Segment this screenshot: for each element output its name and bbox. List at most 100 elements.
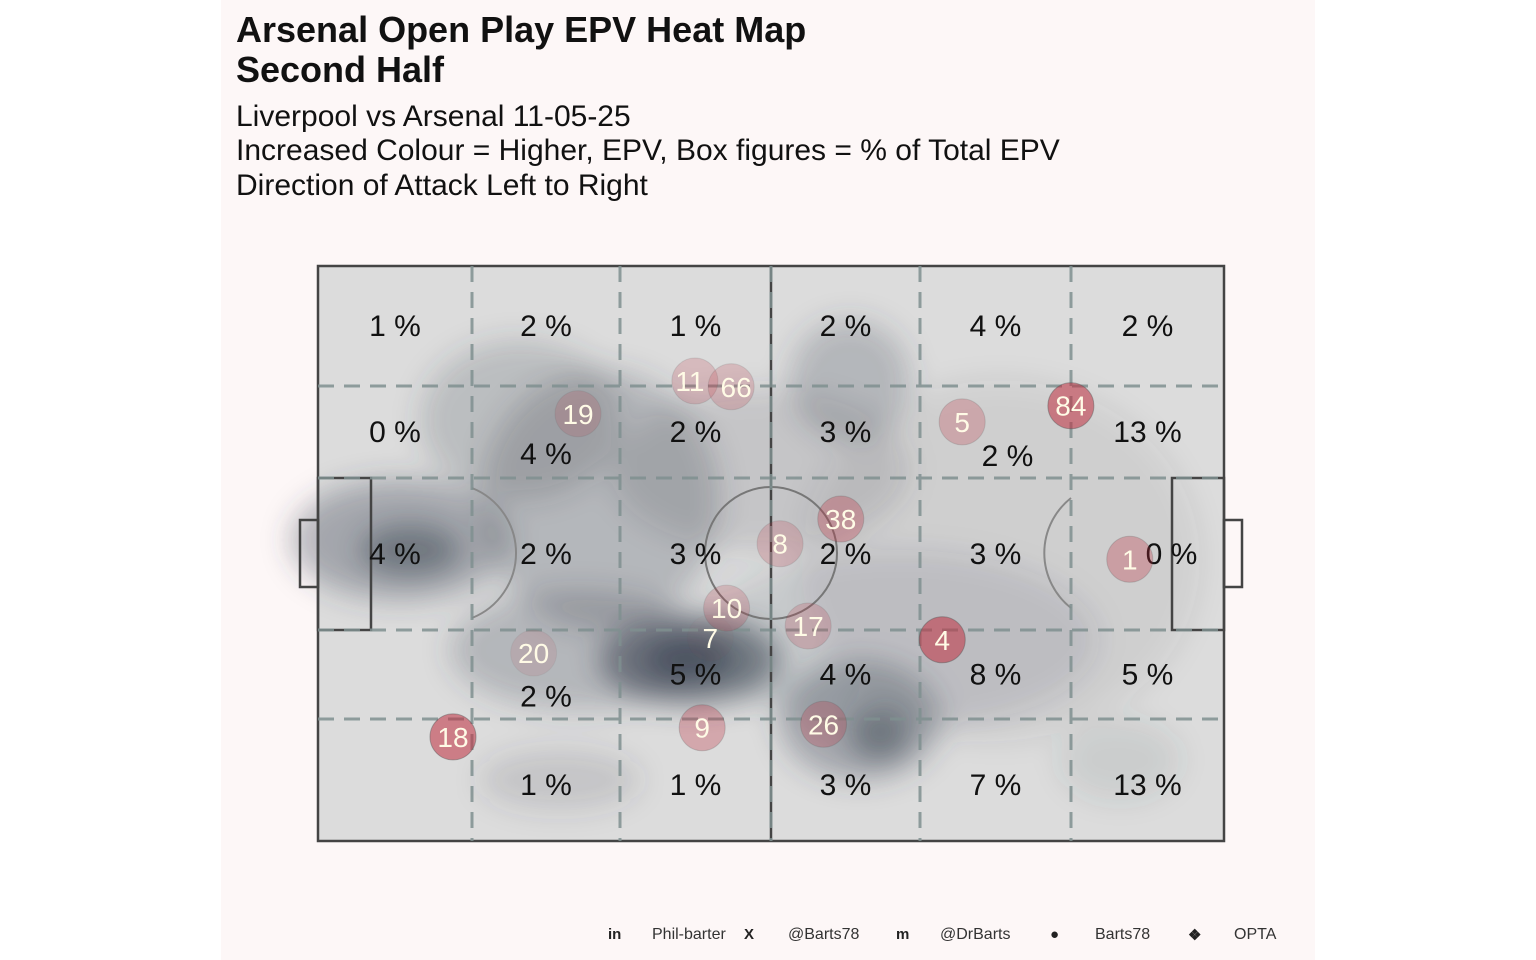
zone-label: 3 % [820,769,872,802]
player-circle [800,700,848,748]
player-number: 7 [703,623,719,654]
zone-label: 4 % [970,310,1022,343]
zone-label: 2 % [670,416,722,449]
zone-label: 1 % [670,310,722,343]
player-circle [817,495,865,543]
heat-blob [480,750,640,810]
player-circle [756,520,804,568]
player-circle [510,629,558,677]
zone-label: 2 % [520,681,572,714]
zone-label: 1 % [520,769,572,802]
player-bubble-26: 26 [800,700,848,748]
footer-label: Phil-barter [652,926,726,943]
github-icon: ● [1050,926,1060,943]
player-circle [938,398,986,446]
heat-blob [420,340,620,500]
player-bubble-4: 4 [918,616,966,664]
heat-contours [290,320,1200,810]
zone-labels: 1 % 2 % 1 % 2 % 4 % 2 %0 %4 %2 % 3 %2 %13 %4 %… [369,310,1197,802]
zone-label: 3 % [820,416,872,449]
player-bubbles: 84 18 4 5 11 66 19 38 8 1 10 17 7 20 9 26 [429,357,1154,761]
player-bubble-19: 19 [554,390,602,438]
zone-label: 2 % [520,538,572,571]
zone-label: 2 % [1122,310,1174,343]
player-number: 10 [711,593,742,624]
player-number: 66 [721,372,752,403]
player-bubble-9: 9 [678,704,726,752]
player-circle [707,363,755,411]
player-number: 38 [825,504,856,535]
heat-blob [360,525,460,575]
player-circle [703,584,751,632]
player-number: 11 [675,366,704,397]
linkedin-icon: in [608,926,622,943]
zone-label: 2 % [820,538,872,571]
zone-label: 0 % [1146,538,1198,571]
heat-blob [800,380,1200,740]
zone-label: 7 % [970,769,1022,802]
player-number: 9 [694,713,710,744]
mastodon-icon: m [896,926,910,943]
zone-label: 1 % [670,769,722,802]
zone-label: 2 % [982,440,1034,473]
footer-label: @DrBarts [940,926,1011,943]
zone-label: 8 % [970,659,1022,692]
player-circle [554,390,602,438]
subtitle-legend: Increased Colour = Higher, EPV, Box figu… [236,134,1060,167]
chart-title: Arsenal Open Play EPV Heat Map [236,9,807,50]
x-twitter-icon: X [744,926,755,943]
player-bubble-7: 7 [703,623,719,654]
subtitle-direction: Direction of Attack Left to Right [236,169,648,202]
player-circle [678,704,726,752]
player-number: 5 [954,407,970,438]
zone-label: 2 % [820,310,872,343]
zone-label: 5 % [670,659,722,692]
player-bubble-18: 18 [429,713,477,761]
player-bubble-84: 84 [1047,382,1095,430]
footer-label: @Barts78 [788,926,860,943]
heat-blob [1060,720,1180,800]
player-circle [1047,382,1095,430]
zone-label: 13 % [1113,416,1181,449]
player-bubble-10: 10 [703,584,751,632]
player-bubble-5: 5 [938,398,986,446]
player-bubble-17: 17 [784,602,832,650]
zone-label: 4 % [820,659,872,692]
subtitle-match: Liverpool vs Arsenal 11-05-25 [236,100,631,133]
player-number: 19 [562,399,593,430]
player-bubble-8: 8 [756,520,804,568]
zone-label: 3 % [970,538,1022,571]
zone-label: 2 % [520,310,572,343]
player-bubble-66: 66 [707,363,755,411]
zone-label: 3 % [670,538,722,571]
footer-label: Barts78 [1095,926,1151,943]
player-number: 4 [934,625,950,656]
player-bubble-38: 38 [817,495,865,543]
player-circle [1106,535,1154,583]
player-bubble-20: 20 [510,629,558,677]
player-bubble-11: 11 [671,357,719,405]
heat-blob [450,590,710,710]
zone-label: 4 % [520,438,572,471]
player-circle [429,713,477,761]
zone-label: 0 % [369,416,421,449]
zone-label: 5 % [1122,659,1174,692]
player-number: 1 [1122,544,1138,575]
zone-label: 4 % [369,538,421,571]
zone-label: 1 % [369,310,421,343]
player-number: 18 [437,722,468,753]
player-number: 17 [793,611,824,642]
player-circle [671,357,719,405]
player-number: 8 [772,529,788,560]
zone-label: 13 % [1113,769,1181,802]
player-number: 26 [808,709,839,740]
dropbox-icon: ❖ [1188,927,1202,944]
player-circle [918,616,966,664]
footer-label: OPTA [1234,926,1277,943]
player-bubble-1: 1 [1106,535,1154,583]
chart-title-line2: Second Half [236,49,445,90]
player-number: 84 [1055,391,1086,422]
player-circle [784,602,832,650]
player-number: 20 [518,638,549,669]
